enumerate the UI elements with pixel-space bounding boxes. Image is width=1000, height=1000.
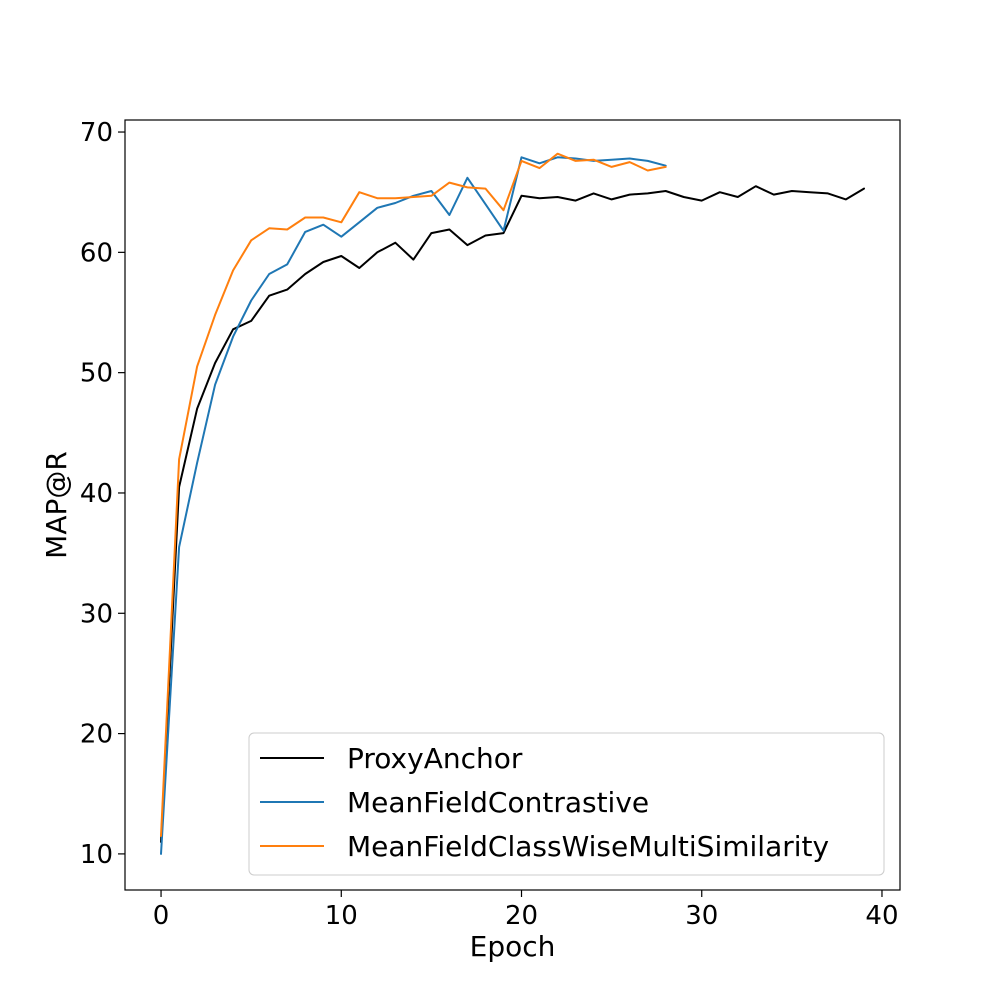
y-tick-label: 30: [80, 599, 113, 629]
y-tick-label: 40: [80, 479, 113, 509]
y-tick-label: 20: [80, 720, 113, 750]
x-tick-label: 10: [325, 901, 358, 931]
series-line-1: [160, 185, 865, 843]
legend-label: MeanFieldClassWiseMultiSimilarity: [347, 830, 829, 863]
legend-box: [248, 732, 885, 876]
x-tick-label: 0: [153, 901, 170, 931]
y-tick-label: 10: [80, 840, 113, 870]
y-axis-label: MAP@R: [40, 451, 73, 559]
series-lines: [160, 152, 865, 855]
x-axis-ticks: 0 10 20 30 40: [153, 890, 899, 931]
y-axis-ticks: 10 20 30 40 50 60 70: [80, 118, 125, 870]
x-axis-label: Epoch: [470, 930, 556, 963]
x-tick-label: 30: [685, 901, 718, 931]
series-line-2: [160, 156, 667, 855]
y-tick-label: 70: [80, 118, 113, 148]
y-tick-label: 60: [80, 238, 113, 268]
x-tick-label: 20: [505, 901, 538, 931]
series-line-3: [160, 152, 667, 837]
legend-label: MeanFieldContrastive: [347, 786, 649, 819]
y-tick-label: 50: [80, 359, 113, 389]
legend: ProxyAnchor MeanFieldContrastive MeanField…: [248, 732, 885, 876]
x-tick-label: 40: [865, 901, 898, 931]
plot-area-frame: [124, 119, 901, 891]
legend-label: ProxyAnchor: [347, 742, 523, 775]
